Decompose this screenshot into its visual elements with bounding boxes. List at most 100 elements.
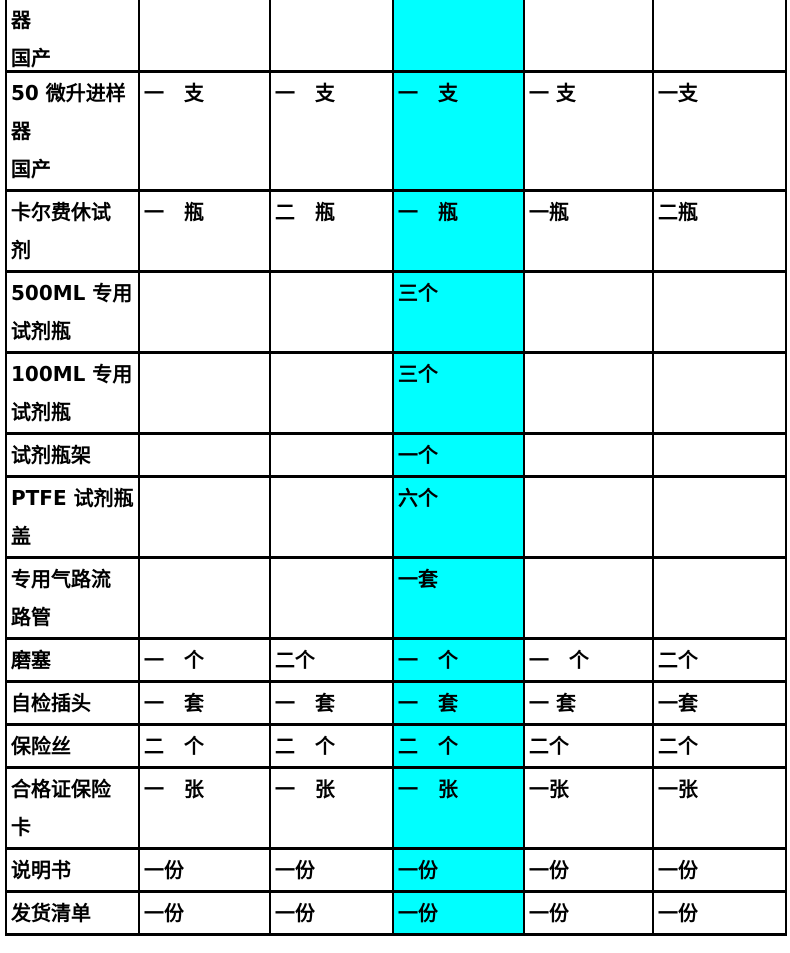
quantity-text: 一份 <box>275 858 315 882</box>
item-name-cell[interactable]: 器 国产 <box>5 0 140 73</box>
quantity-cell[interactable]: 一 个 <box>523 637 654 683</box>
quantity-cell[interactable] <box>652 351 787 435</box>
item-name-text: 合格证保险 卡 <box>11 777 111 839</box>
quantity-cell[interactable] <box>138 475 271 559</box>
quantity-cell[interactable]: 二个 <box>652 723 787 769</box>
quantity-cell-highlighted[interactable]: 六个 <box>392 475 525 559</box>
quantity-cell[interactable] <box>138 432 271 478</box>
quantity-cell[interactable]: 一份 <box>138 890 271 936</box>
item-name-cell[interactable]: 专用气路流 路管 <box>5 556 140 640</box>
quantity-cell[interactable] <box>269 351 394 435</box>
quantity-text: 一份 <box>275 901 315 925</box>
quantity-cell[interactable] <box>652 270 787 354</box>
item-name-cell[interactable]: 50 微升进样 器 国产 <box>5 70 140 192</box>
item-name-cell[interactable]: 试剂瓶架 <box>5 432 140 478</box>
quantity-cell[interactable] <box>523 351 654 435</box>
quantity-text: 二 瓶 <box>275 200 335 224</box>
quantity-cell[interactable]: 一 支 <box>138 70 271 192</box>
quantity-cell[interactable] <box>523 475 654 559</box>
quantity-cell[interactable]: 一 张 <box>138 766 271 850</box>
quantity-cell-highlighted[interactable]: 一份 <box>392 890 525 936</box>
item-name-text: 50 微升进样 器 国产 <box>11 81 126 181</box>
quantity-text: 一份 <box>398 901 438 925</box>
quantity-cell[interactable] <box>138 270 271 354</box>
table-row: 说明书 一份 一份 一份 一份 一份 <box>5 847 787 893</box>
quantity-cell-highlighted[interactable]: 一 瓶 <box>392 189 525 273</box>
quantity-cell[interactable] <box>652 432 787 478</box>
quantity-cell[interactable] <box>523 432 654 478</box>
quantity-cell[interactable]: 一瓶 <box>523 189 654 273</box>
quantity-cell[interactable] <box>523 0 654 73</box>
quantity-cell[interactable] <box>652 0 787 73</box>
quantity-cell[interactable] <box>269 432 394 478</box>
quantity-cell-highlighted[interactable]: 三个 <box>392 270 525 354</box>
quantity-cell[interactable] <box>523 270 654 354</box>
quantity-cell-highlighted[interactable]: 三个 <box>392 351 525 435</box>
quantity-text: 一 张 <box>144 777 204 801</box>
quantity-cell-highlighted[interactable]: 二 个 <box>392 723 525 769</box>
quantity-cell[interactable] <box>523 556 654 640</box>
quantity-cell[interactable] <box>269 475 394 559</box>
quantity-text: 一份 <box>658 858 698 882</box>
item-name-text: 磨塞 <box>11 648 51 672</box>
quantity-cell[interactable]: 一份 <box>523 847 654 893</box>
table-row: 磨塞 一 个 二个 一 个 一 个 二个 <box>5 637 787 683</box>
quantity-cell[interactable]: 二 个 <box>269 723 394 769</box>
quantity-cell[interactable]: 一 套 <box>138 680 271 726</box>
quantity-cell[interactable]: 一支 <box>652 70 787 192</box>
item-name-cell[interactable]: 卡尔费休试 剂 <box>5 189 140 273</box>
quantity-cell[interactable]: 一 套 <box>269 680 394 726</box>
quantity-cell[interactable]: 二 个 <box>138 723 271 769</box>
item-name-cell[interactable]: PTFE 试剂瓶 盖 <box>5 475 140 559</box>
quantity-cell[interactable] <box>269 556 394 640</box>
quantity-cell-highlighted[interactable]: 一 个 <box>392 637 525 683</box>
quantity-cell[interactable]: 二瓶 <box>652 189 787 273</box>
quantity-cell[interactable]: 一 支 <box>523 70 654 192</box>
item-name-cell[interactable]: 磨塞 <box>5 637 140 683</box>
quantity-cell[interactable] <box>652 475 787 559</box>
quantity-cell[interactable]: 一 支 <box>269 70 394 192</box>
item-name-cell[interactable]: 合格证保险 卡 <box>5 766 140 850</box>
quantity-cell-highlighted[interactable]: 一 套 <box>392 680 525 726</box>
quantity-cell[interactable] <box>269 270 394 354</box>
item-name-cell[interactable]: 保险丝 <box>5 723 140 769</box>
packing-list-table-body: 器 国产 50 微升进样 器 国产 一 支 一 支 一 支 一 支 一支 卡尔费… <box>5 0 787 936</box>
quantity-cell-highlighted[interactable] <box>392 0 525 73</box>
item-name-cell[interactable]: 自检插头 <box>5 680 140 726</box>
quantity-cell[interactable]: 一张 <box>523 766 654 850</box>
quantity-text: 二 个 <box>398 734 458 758</box>
quantity-cell[interactable]: 二个 <box>652 637 787 683</box>
quantity-cell[interactable]: 一 个 <box>138 637 271 683</box>
item-name-cell[interactable]: 100ML 专用 试剂瓶 <box>5 351 140 435</box>
quantity-cell[interactable] <box>138 351 271 435</box>
table-row: 500ML 专用 试剂瓶 三个 <box>5 270 787 354</box>
quantity-cell[interactable]: 一份 <box>269 890 394 936</box>
quantity-cell[interactable]: 一份 <box>523 890 654 936</box>
quantity-cell[interactable]: 一份 <box>652 890 787 936</box>
item-name-cell[interactable]: 说明书 <box>5 847 140 893</box>
item-name-cell[interactable]: 发货清单 <box>5 890 140 936</box>
quantity-cell[interactable]: 一份 <box>269 847 394 893</box>
quantity-cell[interactable] <box>652 556 787 640</box>
quantity-cell[interactable] <box>138 0 271 73</box>
quantity-cell-highlighted[interactable]: 一份 <box>392 847 525 893</box>
quantity-cell[interactable]: 二个 <box>269 637 394 683</box>
quantity-cell[interactable]: 一套 <box>652 680 787 726</box>
quantity-cell-highlighted[interactable]: 一 支 <box>392 70 525 192</box>
quantity-cell[interactable]: 一 瓶 <box>138 189 271 273</box>
quantity-cell-highlighted[interactable]: 一套 <box>392 556 525 640</box>
quantity-text: 六个 <box>398 486 438 510</box>
quantity-cell[interactable]: 二个 <box>523 723 654 769</box>
quantity-cell[interactable]: 二 瓶 <box>269 189 394 273</box>
quantity-cell[interactable]: 一 套 <box>523 680 654 726</box>
quantity-cell-highlighted[interactable]: 一 张 <box>392 766 525 850</box>
quantity-cell-highlighted[interactable]: 一个 <box>392 432 525 478</box>
quantity-cell[interactable]: 一份 <box>652 847 787 893</box>
quantity-cell[interactable] <box>269 0 394 73</box>
quantity-cell[interactable]: 一份 <box>138 847 271 893</box>
quantity-cell[interactable] <box>138 556 271 640</box>
quantity-cell[interactable]: 一张 <box>652 766 787 850</box>
quantity-cell[interactable]: 一 张 <box>269 766 394 850</box>
item-name-cell[interactable]: 500ML 专用 试剂瓶 <box>5 270 140 354</box>
